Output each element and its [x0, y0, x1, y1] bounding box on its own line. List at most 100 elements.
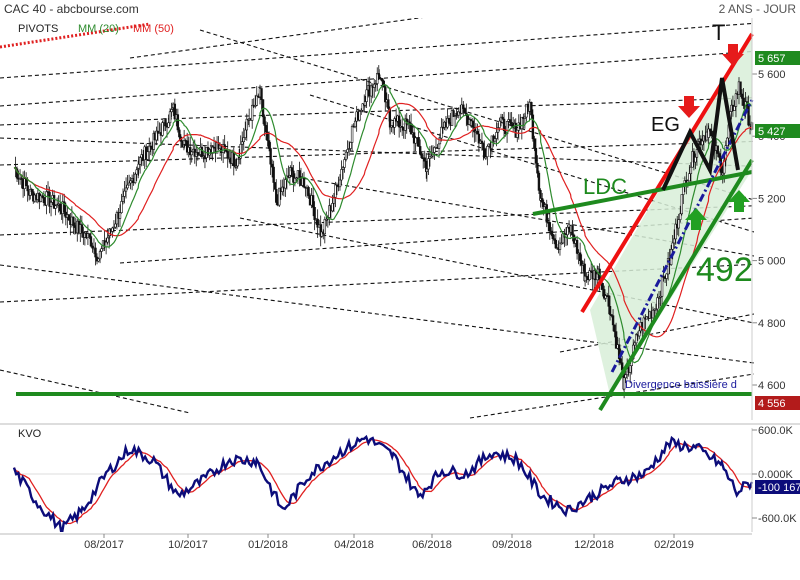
candle: [239, 135, 242, 165]
candle: [601, 282, 604, 297]
candle: [440, 118, 443, 142]
bullish-channel-fill: [590, 30, 752, 395]
candle: [272, 160, 275, 192]
annotation-divergence: Divergence baissière d: [625, 379, 737, 391]
candle: [553, 234, 556, 245]
time-tick-label: 04/2018: [334, 539, 374, 551]
annotation-level: 492: [696, 251, 753, 289]
candle: [49, 200, 53, 217]
candle: [340, 160, 343, 186]
candle: [80, 215, 84, 238]
pivot-line: [0, 22, 754, 79]
candle: [692, 148, 696, 171]
candle: [607, 285, 610, 315]
candle: [20, 174, 23, 189]
candle: [484, 147, 488, 161]
candle: [384, 84, 387, 111]
price-tick-label: 4 600: [758, 380, 786, 392]
pivot-line: [199, 29, 754, 201]
ldc-trendline: [532, 170, 753, 216]
candle: [284, 176, 287, 197]
candle: [135, 166, 138, 182]
kvo-line: [12, 434, 754, 532]
legend-pivots: PIVOTS: [18, 23, 58, 35]
candle: [63, 193, 66, 217]
candle: [550, 227, 553, 237]
candle: [427, 152, 430, 176]
candle: [26, 177, 29, 202]
candle: [463, 107, 467, 114]
svg-text:4 556: 4 556: [758, 398, 786, 410]
candle: [548, 211, 551, 240]
candle: [67, 214, 71, 221]
candle: [578, 242, 582, 267]
candle: [580, 254, 583, 274]
candle: [672, 229, 676, 249]
candle: [657, 291, 661, 309]
candle: [260, 88, 263, 110]
mm50-line: [13, 102, 753, 338]
legend-mm50: MM (50): [133, 23, 174, 35]
candle: [18, 169, 22, 185]
candle: [341, 165, 345, 180]
candle: [363, 95, 367, 108]
candle: [319, 215, 322, 247]
candle: [307, 185, 310, 199]
candle: [190, 150, 193, 163]
arrow-up-icon: [685, 208, 707, 230]
candle: [701, 130, 704, 151]
candle: [278, 187, 281, 207]
kvo-panel: 600.0K 0.000K -600.0K: [0, 423, 800, 532]
candle: [554, 233, 558, 249]
candle: [343, 156, 346, 173]
chart-title: CAC 40 - abcbourse.com: [4, 2, 139, 16]
candle: [313, 201, 316, 231]
pattern-outline: [661, 77, 740, 191]
pivot-line: [119, 217, 754, 264]
candle: [254, 94, 257, 109]
candle: [241, 131, 244, 154]
candle: [320, 223, 323, 238]
candle: [404, 114, 407, 140]
candle: [200, 143, 204, 159]
candle: [138, 156, 142, 174]
candle: [302, 171, 306, 189]
time-tick-label: 01/2018: [248, 539, 288, 551]
candle: [397, 107, 401, 138]
candle: [739, 81, 742, 97]
candle: [659, 290, 662, 307]
candle: [400, 118, 404, 136]
candle: [393, 116, 396, 136]
candle: [438, 133, 442, 145]
candle: [54, 204, 57, 216]
pivot-line: [0, 50, 754, 107]
candle: [558, 237, 562, 256]
candle: [349, 141, 352, 152]
candle: [721, 164, 724, 184]
candle: [182, 129, 186, 150]
annotation-ldc: LDC: [583, 174, 627, 199]
candle: [290, 161, 294, 177]
candle: [168, 108, 172, 126]
candle: [381, 77, 384, 91]
candle: [388, 110, 392, 135]
candle: [614, 322, 618, 349]
candle: [680, 194, 683, 216]
candle: [694, 153, 697, 170]
divergence-line: [610, 99, 754, 373]
candle: [477, 128, 481, 153]
kvo-tick-label: -600.0K: [758, 513, 797, 525]
candle: [94, 242, 97, 266]
candle: [534, 138, 538, 168]
candle: [346, 140, 349, 159]
legend-swatch: [0, 22, 151, 49]
candle: [350, 124, 354, 152]
candle: [185, 132, 189, 156]
candle: [88, 233, 91, 239]
candle: [365, 79, 368, 108]
candle: [267, 131, 271, 152]
candle: [740, 89, 744, 106]
candle: [501, 113, 504, 120]
candle: [196, 148, 199, 161]
candle: [178, 127, 181, 142]
